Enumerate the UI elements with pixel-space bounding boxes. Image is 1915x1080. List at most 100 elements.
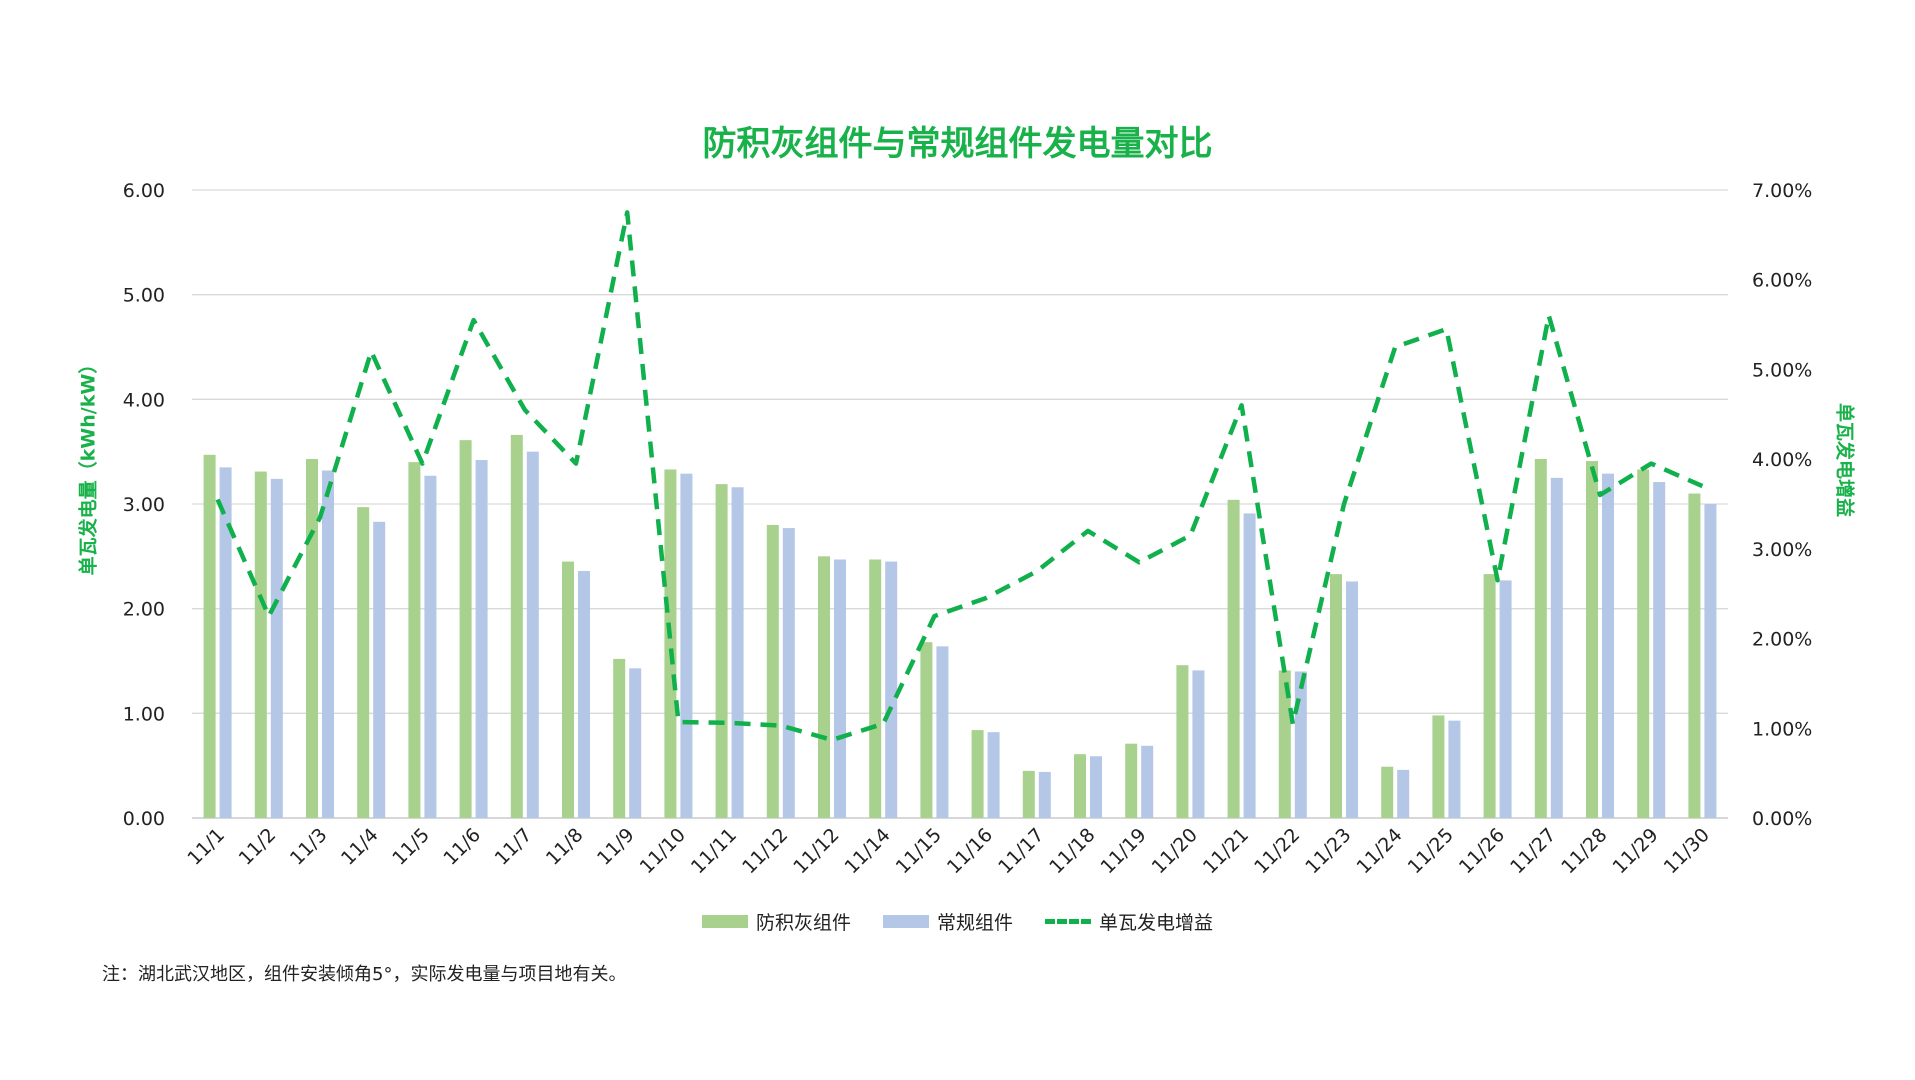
legend: 防积灰组件 常规组件 单瓦发电增益 — [0, 908, 1915, 935]
bar-regular — [373, 521, 386, 818]
y-tick-label-left: 6.00 — [123, 180, 165, 202]
bar-regular — [1038, 771, 1051, 818]
x-tick-label: 11/19 — [1096, 824, 1150, 878]
bar-regular — [526, 451, 539, 818]
x-tick-label: 11/12 — [789, 824, 843, 878]
legend-label: 防积灰组件 — [755, 912, 851, 934]
bar-regular — [1192, 670, 1205, 818]
bar-regular — [834, 559, 846, 818]
y-tick-label-right: 5.00% — [1752, 359, 1812, 381]
bar-regular — [270, 478, 283, 818]
y-tick-label-right: 0.00% — [1752, 808, 1812, 830]
bar-anti-dust — [408, 462, 421, 818]
x-tick-label: 11/16 — [943, 824, 997, 878]
bar-regular — [1294, 671, 1307, 818]
bar-regular — [782, 528, 795, 818]
bar-anti-dust — [664, 469, 677, 818]
x-tick-label: 11/17 — [994, 824, 1048, 878]
footnote: 注：湖北武汉地区，组件安装倾角5°，实际发电量与项目地有关。 — [102, 964, 627, 985]
y-tick-label-right: 1.00% — [1752, 718, 1812, 740]
bar-regular — [219, 467, 232, 818]
bar-regular — [1448, 720, 1461, 818]
bar-regular — [1704, 504, 1717, 818]
bar-anti-dust — [1586, 461, 1598, 818]
x-tick-label: 11/2 — [235, 824, 281, 870]
bar-anti-dust — [1125, 743, 1138, 818]
y-tick-label-left: 1.00 — [123, 703, 165, 725]
x-tick-label: 11/29 — [1608, 824, 1662, 878]
bar-anti-dust — [1176, 665, 1189, 818]
x-tick-label: 11/24 — [1352, 824, 1406, 878]
legend-swatch-dashed-line — [1045, 919, 1091, 924]
bar-anti-dust — [920, 642, 933, 818]
bar-regular — [1346, 581, 1358, 818]
bar-regular — [731, 487, 744, 818]
legend-swatch-green — [701, 915, 748, 928]
y-tick-label-right: 7.00% — [1752, 180, 1812, 202]
bar-anti-dust — [562, 561, 574, 818]
legend-item-bar-b: 常规组件 — [882, 908, 1013, 935]
bar-regular — [987, 732, 1000, 818]
bar-anti-dust — [254, 471, 267, 818]
bar-anti-dust — [869, 559, 882, 818]
bar-anti-dust — [1534, 458, 1547, 818]
y-tick-label-left: 3.00 — [123, 494, 165, 516]
bar-anti-dust — [510, 434, 523, 818]
bar-anti-dust — [1227, 499, 1240, 818]
legend-item-line: 单瓦发电增益 — [1045, 908, 1213, 935]
legend-item-bar-a: 防积灰组件 — [701, 908, 851, 935]
x-tick-label: 11/25 — [1404, 824, 1458, 878]
y-axis-right-label: 单瓦发电增益 — [1833, 402, 1856, 518]
x-tick-label: 11/26 — [1455, 824, 1509, 878]
x-tick-label: 11/15 — [892, 824, 946, 878]
legend-label: 常规组件 — [936, 912, 1013, 934]
bar-anti-dust — [1278, 670, 1291, 818]
bar-regular — [680, 473, 693, 818]
x-tick-label: 11/3 — [286, 824, 332, 870]
bar-anti-dust — [1074, 754, 1086, 818]
bar-regular — [1499, 580, 1512, 818]
x-tick-label: 11/12 — [738, 824, 792, 878]
bar-anti-dust — [357, 507, 370, 818]
bar-anti-dust — [1381, 766, 1394, 818]
bar-regular — [322, 470, 334, 818]
y-tick-label-right: 2.00% — [1752, 629, 1812, 651]
bar-anti-dust — [1330, 574, 1342, 818]
x-tick-label: 11/27 — [1506, 824, 1560, 878]
x-tick-label: 11/14 — [840, 824, 894, 878]
y-tick-label-right: 3.00% — [1752, 539, 1812, 561]
y-tick-label-left: 0.00 — [123, 808, 165, 830]
bar-regular — [1243, 513, 1256, 818]
bar-regular — [1602, 473, 1614, 818]
bar-anti-dust — [459, 440, 472, 818]
x-tick-label: 11/23 — [1301, 824, 1355, 878]
bar-regular — [1550, 477, 1563, 818]
bar-regular — [578, 570, 590, 818]
x-tick-label: 11/7 — [491, 824, 537, 870]
x-tick-label: 11/4 — [337, 824, 383, 870]
bar-anti-dust — [1483, 574, 1496, 818]
x-tick-label: 11/8 — [542, 824, 588, 870]
bar-anti-dust — [971, 730, 984, 818]
x-tick-label: 11/6 — [439, 824, 485, 870]
bar-regular — [1090, 756, 1102, 818]
x-tick-label: 11/30 — [1660, 824, 1714, 878]
bar-regular — [629, 668, 642, 818]
bar-regular — [1397, 769, 1410, 818]
x-tick-label: 11/28 — [1557, 824, 1611, 878]
legend-swatch-blue — [882, 915, 929, 928]
x-tick-label: 11/20 — [1148, 824, 1202, 878]
bar-anti-dust — [1432, 715, 1445, 818]
y-tick-label-right: 6.00% — [1752, 270, 1812, 292]
x-tick-label: 11/22 — [1250, 824, 1304, 878]
bar-regular — [936, 646, 949, 818]
x-tick-label: 11/5 — [388, 824, 434, 870]
bar-regular — [885, 561, 898, 818]
bar-anti-dust — [715, 484, 728, 818]
y-tick-label-left: 2.00 — [123, 599, 165, 621]
x-tick-label: 11/11 — [687, 824, 741, 878]
x-tick-label: 11/1 — [183, 824, 229, 870]
y-tick-label-left: 4.00 — [123, 389, 165, 411]
x-tick-label: 11/21 — [1199, 824, 1253, 878]
